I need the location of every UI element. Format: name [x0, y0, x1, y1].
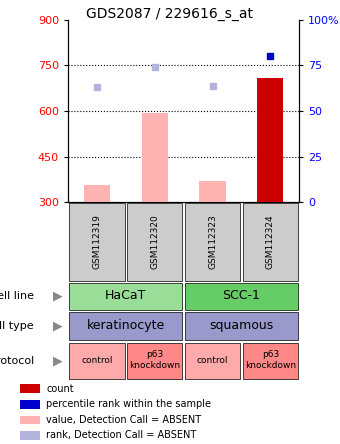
Bar [242, 343, 298, 379]
Text: ▶: ▶ [53, 290, 63, 303]
Text: control: control [81, 356, 113, 365]
Bar [185, 283, 298, 309]
Bar [242, 203, 298, 281]
Text: p63
knockdown: p63 knockdown [129, 350, 180, 370]
Text: percentile rank within the sample: percentile rank within the sample [47, 399, 211, 409]
Bar [127, 343, 183, 379]
Bar [20, 385, 40, 393]
Bar [20, 416, 40, 424]
Text: value, Detection Call = ABSENT: value, Detection Call = ABSENT [47, 415, 202, 425]
Text: p63
knockdown: p63 knockdown [245, 350, 296, 370]
Bar [185, 343, 240, 379]
Bar [142, 112, 168, 202]
Text: ▶: ▶ [53, 319, 63, 333]
Bar [185, 312, 298, 340]
Text: ▶: ▶ [53, 354, 63, 368]
Bar [69, 343, 125, 379]
Text: count: count [47, 384, 74, 394]
Text: GSM112319: GSM112319 [92, 214, 101, 270]
Bar [69, 312, 183, 340]
Text: squamous: squamous [209, 319, 273, 332]
Text: rank, Detection Call = ABSENT: rank, Detection Call = ABSENT [47, 430, 197, 440]
Bar [200, 181, 225, 202]
Text: SCC-1: SCC-1 [222, 289, 260, 302]
Bar [20, 431, 40, 440]
Bar [69, 203, 125, 281]
Text: keratinocyte: keratinocyte [87, 319, 165, 332]
Text: GSM112324: GSM112324 [266, 214, 275, 270]
Bar [257, 78, 283, 202]
Text: control: control [197, 356, 228, 365]
Text: GSM112320: GSM112320 [150, 214, 159, 270]
Bar [185, 203, 240, 281]
Text: cell type: cell type [0, 321, 34, 331]
Text: HaCaT: HaCaT [105, 289, 147, 302]
Text: protocol: protocol [0, 356, 34, 366]
Bar [84, 185, 110, 202]
Text: GDS2087 / 229616_s_at: GDS2087 / 229616_s_at [86, 7, 254, 21]
Bar [127, 203, 183, 281]
Bar [69, 283, 183, 309]
Text: GSM112323: GSM112323 [208, 214, 217, 270]
Text: cell line: cell line [0, 291, 34, 301]
Bar [20, 400, 40, 408]
